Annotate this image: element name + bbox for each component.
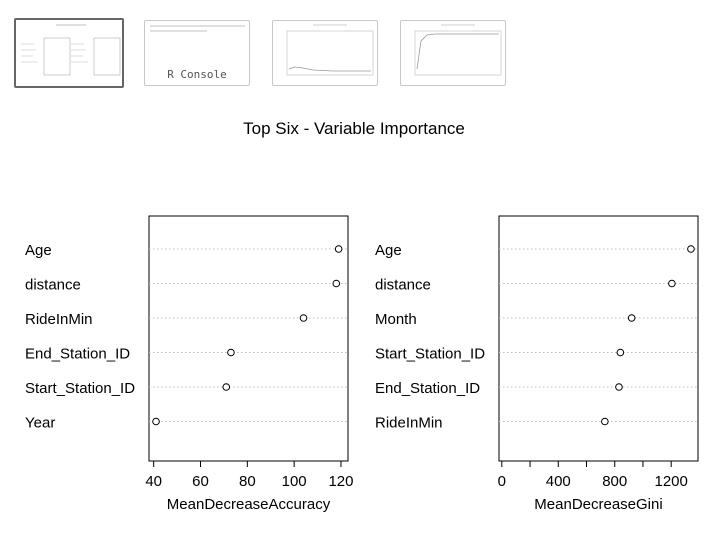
data-point [627,314,636,322]
data-point [152,417,160,426]
row-label: Year [25,415,55,432]
panel-frame [498,215,699,462]
x-tick-label: 100 [282,473,307,490]
x-tick-label: 80 [239,473,256,490]
row-label: distance [25,277,81,294]
thumbnail-variable-importance[interactable] [14,18,124,88]
row-label: End_Station_ID [375,380,480,397]
data-point [668,279,676,288]
row-label: Start_Station_ID [375,346,485,363]
thumbnail-r-console[interactable]: R Console [144,20,250,86]
data-point [601,417,609,426]
data-point [222,383,231,391]
x-tick-label: 400 [546,473,571,490]
x-tick-label: 800 [602,473,627,490]
x-tick-label: 0 [498,473,506,490]
x-tick-label: 40 [145,473,162,490]
row-label: distance [375,277,431,294]
row-label: RideInMin [375,415,443,432]
variable-importance-chart: Top Six - Variable Importance Age distanc… [25,119,699,513]
data-point [334,245,343,253]
row-label: Age [375,242,402,259]
row-label: Month [375,311,417,328]
data-point [615,383,623,391]
console-label: R Console [167,68,227,81]
x-tick-label: 120 [328,473,353,490]
row-label: Age [25,242,52,259]
panel-frame [148,215,349,462]
x-axis-label: MeanDecreaseAccuracy [167,496,331,513]
data-point [227,348,235,357]
row-label: RideInMin [25,311,93,328]
data-point [687,245,695,253]
data-point [616,348,625,357]
chart-title: Top Six - Variable Importance [243,119,465,138]
row-label: Start_Station_ID [25,380,135,397]
thumbnail-partial-dependence-1[interactable] [272,20,378,86]
x-tick-label: 60 [192,473,209,490]
plot-history-strip: R Console [0,0,718,100]
data-point [332,279,341,288]
x-tick-label: 1200 [654,473,687,490]
thumbnail-partial-dependence-2[interactable] [400,20,506,86]
data-point [299,314,308,322]
row-label: End_Station_ID [25,346,130,363]
x-axis-label: MeanDecreaseGini [534,496,662,513]
